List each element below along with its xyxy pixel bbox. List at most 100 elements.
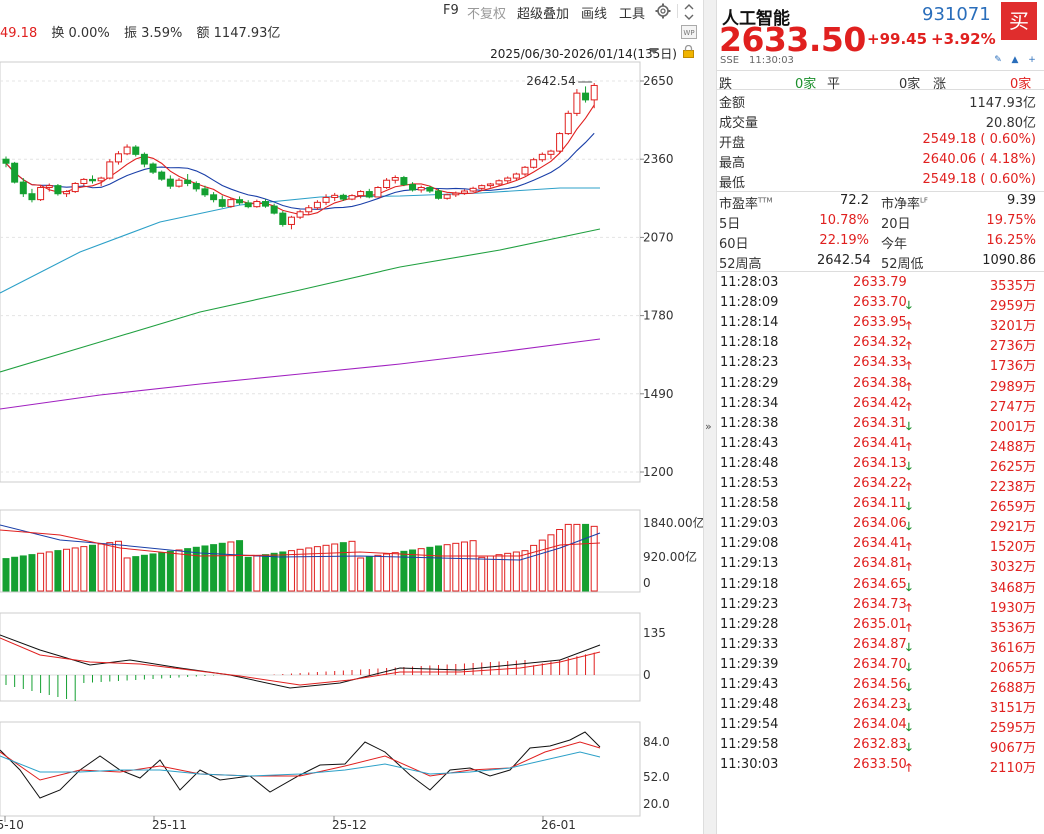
double-chevron-right-icon[interactable]: »	[705, 420, 712, 433]
candle-body	[123, 146, 131, 155]
tick-row[interactable]: 11:29:54 2634.04 🡓 2595万	[717, 715, 1044, 736]
tick-row[interactable]: 11:28:29 2634.38 🡑 2989万	[717, 374, 1044, 395]
price-change-pct: +3.92%	[931, 30, 996, 48]
panel-collapse-handle[interactable]: »	[703, 0, 717, 834]
breadth-flat-label: 平	[827, 77, 841, 92]
tick-row[interactable]: 11:28:14 2633.95 🡑 3201万	[717, 313, 1044, 335]
candle-body	[460, 190, 468, 194]
tick-row[interactable]: 11:30:03 2633.50 🡑 2110万	[717, 755, 1044, 776]
volume-bar	[175, 549, 183, 592]
volume-bar	[426, 546, 434, 592]
tick-row[interactable]: 11:28:18 2634.32 🡑 2736万	[717, 333, 1044, 354]
tick-row[interactable]: 11:29:18 2634.65 🡓 3468万	[717, 575, 1044, 596]
tick-time: 11:29:28	[720, 616, 779, 632]
tick-row[interactable]: 11:28:23 2634.33 🡑 1736万	[717, 353, 1044, 374]
tools-button[interactable]: 工具	[619, 7, 646, 22]
tick-row[interactable]: 11:28:53 2634.22 🡑 2238万	[717, 474, 1044, 495]
tick-row[interactable]: 11:28:38 2634.31 🡓 2001万	[717, 414, 1044, 435]
arrow-up-icon: 🡑	[906, 560, 912, 574]
f9-button[interactable]: F9	[443, 3, 459, 18]
volume-bar	[435, 545, 442, 592]
candle-body	[521, 166, 529, 175]
tick-row[interactable]: 11:28:43 2634.41 🡑 2488万	[717, 434, 1044, 455]
tick-row[interactable]: 11:29:28 2635.01 🡑 3536万	[717, 615, 1044, 636]
volume-bar	[521, 550, 529, 592]
tick-row[interactable]: 11:28:48 2634.13 🡓 2625万	[717, 454, 1044, 475]
tick-volume: 1930万	[989, 600, 1036, 616]
ratio-row: 52周高 2642.54 52周低 1090.86	[717, 251, 1044, 272]
divider	[717, 271, 1044, 272]
tick-row[interactable]: 11:29:33 2634.87 🡓 3616万	[717, 635, 1044, 656]
chevron-up-icon[interactable]	[683, 2, 695, 12]
draw-line-button[interactable]: 画线	[581, 7, 608, 22]
tick-volume: 2625万	[989, 459, 1036, 475]
volume-bar	[19, 555, 27, 592]
tick-row[interactable]: 11:29:39 2634.70 🡓 2065万	[717, 655, 1044, 676]
candle-body	[149, 163, 157, 173]
wp-badge-icon[interactable]: WP	[681, 25, 697, 39]
candle-body	[140, 153, 148, 165]
candle-body	[201, 188, 209, 196]
tick-row[interactable]: 11:28:03 2633.79 3535万	[717, 273, 1044, 294]
price-axis-label: 1780	[643, 309, 674, 323]
ratio-label: 今年	[881, 237, 908, 252]
tick-time: 11:29:18	[720, 576, 779, 592]
candle-body	[313, 201, 321, 209]
ratio-value: 16.25%	[986, 233, 1036, 248]
tick-price: 2634.41	[853, 536, 907, 552]
tick-volume: 2065万	[989, 660, 1036, 676]
tick-volume: 3151万	[989, 701, 1036, 717]
kline-chart-svg[interactable]: 2650 2360 2070 1780 1490 1200 2642.54 1840.00亿 9…	[0, 0, 703, 834]
volume-bar	[365, 556, 373, 592]
ratio-label: 5日	[719, 217, 741, 232]
candle-body	[365, 191, 373, 198]
volume-ma-line	[0, 524, 601, 561]
ma60-line	[0, 228, 601, 373]
stat-row: 最低 2549.18 ( 0.60%)	[717, 170, 1044, 191]
tick-price: 2633.50	[853, 757, 907, 773]
ratio-value: 72.2	[840, 193, 869, 208]
candle-body	[564, 112, 572, 135]
tick-row[interactable]: 11:28:09 2633.70 🡓 2959万	[717, 293, 1044, 314]
kdj-axis-label: 20.0	[643, 797, 670, 811]
buy-button[interactable]: 买	[1001, 2, 1037, 40]
edit-icon[interactable]: ✎	[994, 55, 1002, 65]
stock-code: 931071	[922, 4, 991, 25]
tick-row[interactable]: 11:28:58 2634.11 🡓 2659万	[717, 494, 1044, 515]
gear-icon[interactable]	[655, 3, 671, 19]
arrow-up-icon: 🡑	[906, 480, 912, 493]
volume-bar	[158, 552, 166, 592]
overlay-button[interactable]: 超级叠加	[517, 7, 570, 22]
candle-body	[556, 133, 564, 152]
tick-row[interactable]: 11:29:48 2634.23 🡓 3151万	[717, 695, 1044, 717]
chevron-down-icon[interactable]	[683, 12, 695, 22]
tick-price: 2634.41	[853, 435, 907, 451]
date-axis-label: 25-11	[152, 818, 187, 832]
tick-row[interactable]: 11:29:03 2634.06 🡓 2921万	[717, 514, 1044, 535]
date-range-selector[interactable]: 2025/06/30-2026/01/14(135日)	[490, 47, 677, 61]
tick-time: 11:28:14	[720, 315, 779, 331]
tick-row[interactable]: 11:28:34 2634.42 🡑 2747万	[717, 394, 1044, 415]
stat-label: 最高	[719, 156, 746, 171]
candle-body	[331, 194, 339, 198]
no-adjust-button[interactable]: 不复权	[467, 7, 507, 22]
macd-panel-frame	[0, 612, 641, 702]
bell-icon[interactable]: ▲	[1011, 55, 1019, 65]
tick-volume: 3201万	[989, 319, 1036, 335]
stock-name: 人工智能	[722, 9, 790, 29]
candle-body	[114, 153, 122, 163]
tick-price: 2633.70	[853, 295, 907, 311]
tick-row[interactable]: 11:29:58 2632.83 🡓 9067万	[717, 735, 1044, 756]
tick-row[interactable]: 11:29:08 2634.41 🡑 1520万	[717, 534, 1044, 555]
lock-icon[interactable]	[682, 45, 695, 58]
tick-row[interactable]: 11:29:43 2634.56 🡓 2688万	[717, 675, 1044, 696]
tick-volume: 3032万	[989, 560, 1036, 576]
add-icon[interactable]: +	[1028, 55, 1036, 65]
tick-row[interactable]: 11:29:13 2634.81 🡑 3032万	[717, 554, 1044, 576]
tick-price: 2634.87	[853, 636, 907, 652]
tick-row[interactable]: 11:29:23 2634.73 🡑 1930万	[717, 595, 1044, 616]
kline-chart-panel[interactable]: 2650 2360 2070 1780 1490 1200 2642.54 1840.00亿 9…	[0, 0, 703, 834]
tick-price: 2634.65	[853, 576, 907, 592]
volume-bar	[460, 541, 468, 592]
dropdown-arrow-icon[interactable]	[649, 48, 659, 54]
